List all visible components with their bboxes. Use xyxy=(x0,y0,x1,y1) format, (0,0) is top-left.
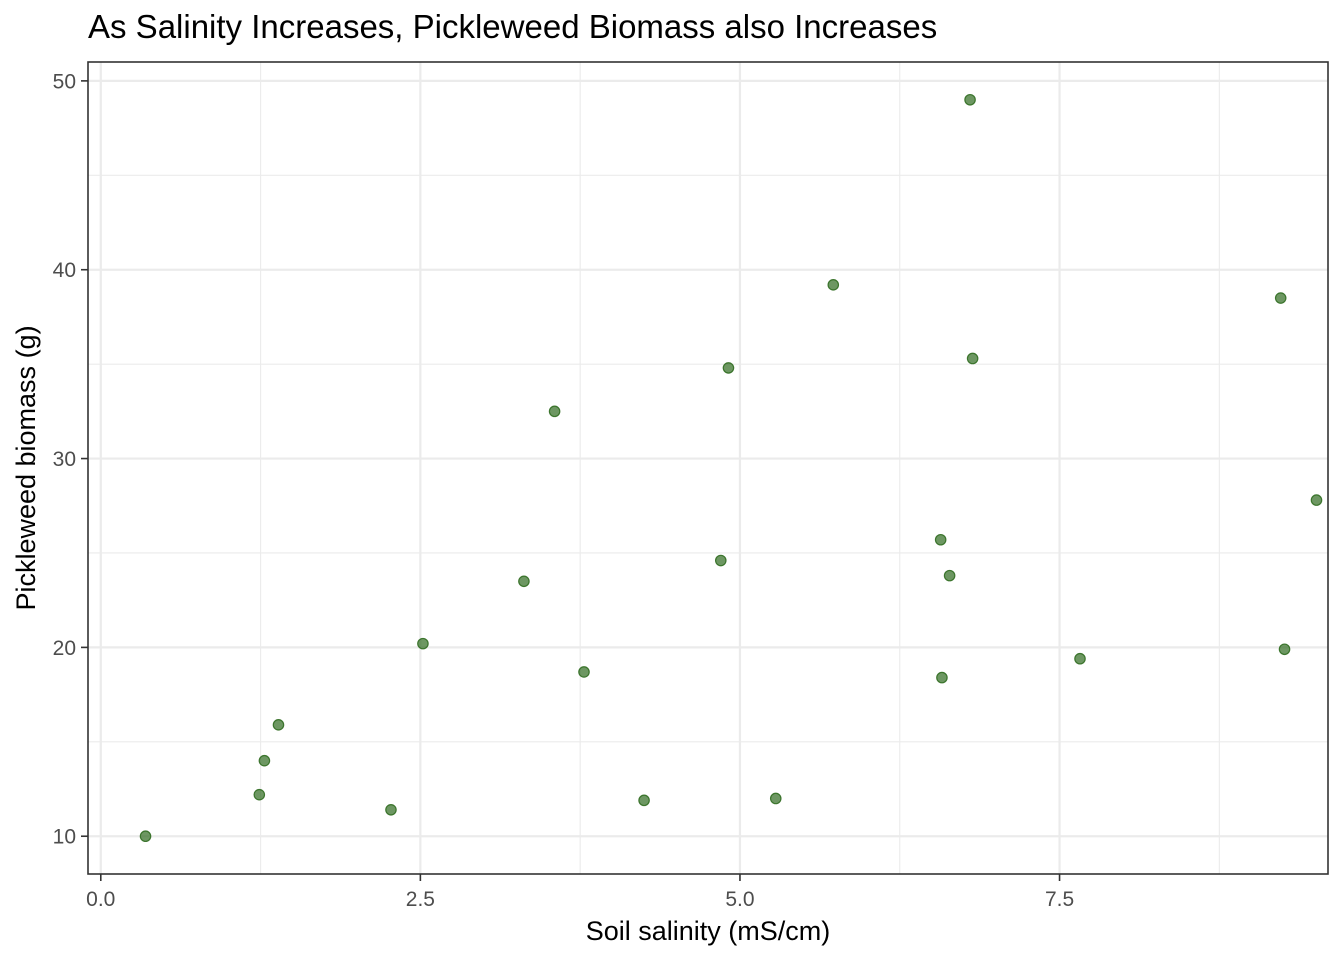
data-point xyxy=(964,93,976,106)
x-tick-label: 5.0 xyxy=(725,888,754,911)
data-point xyxy=(253,788,266,801)
data-point xyxy=(258,754,271,767)
data-point xyxy=(722,362,735,374)
y-tick-label: 10 xyxy=(53,826,76,849)
x-tick-label: 2.5 xyxy=(406,888,435,911)
data-point xyxy=(966,352,979,365)
data-point xyxy=(1274,292,1287,304)
data-point xyxy=(1074,652,1086,665)
y-axis-title: Pickleweed biomass (g) xyxy=(11,325,41,610)
data-point xyxy=(385,803,397,816)
data-point xyxy=(943,569,956,582)
chart-title: As Salinity Increases, Pickleweed Biomas… xyxy=(88,8,937,45)
x-tick-label: 0.0 xyxy=(86,888,115,911)
data-point xyxy=(714,554,727,567)
data-point xyxy=(827,279,840,291)
y-tick-label: 20 xyxy=(53,637,76,660)
data-point xyxy=(518,575,530,588)
data-point xyxy=(934,533,947,546)
x-axis-title: Soil salinity (mS/cm) xyxy=(586,916,831,946)
data-points xyxy=(139,93,1323,843)
data-point xyxy=(1278,643,1291,656)
data-point xyxy=(936,671,948,684)
panel-border xyxy=(87,61,1329,875)
data-point xyxy=(1310,494,1323,506)
grid-lines xyxy=(88,62,1328,874)
data-point xyxy=(417,637,429,650)
y-tick-label: 40 xyxy=(53,259,76,282)
y-tick-label: 50 xyxy=(53,70,76,93)
data-point xyxy=(769,792,782,805)
x-tick-label: 7.5 xyxy=(1045,888,1074,911)
data-point xyxy=(578,666,590,678)
data-point xyxy=(548,405,561,418)
data-point xyxy=(139,830,152,843)
axes: 0.0 2.5 5.0 7.5 10 20 30 40 50 xyxy=(53,70,1075,911)
data-point xyxy=(272,719,285,731)
data-point xyxy=(638,794,650,807)
y-tick-label: 30 xyxy=(53,448,76,471)
